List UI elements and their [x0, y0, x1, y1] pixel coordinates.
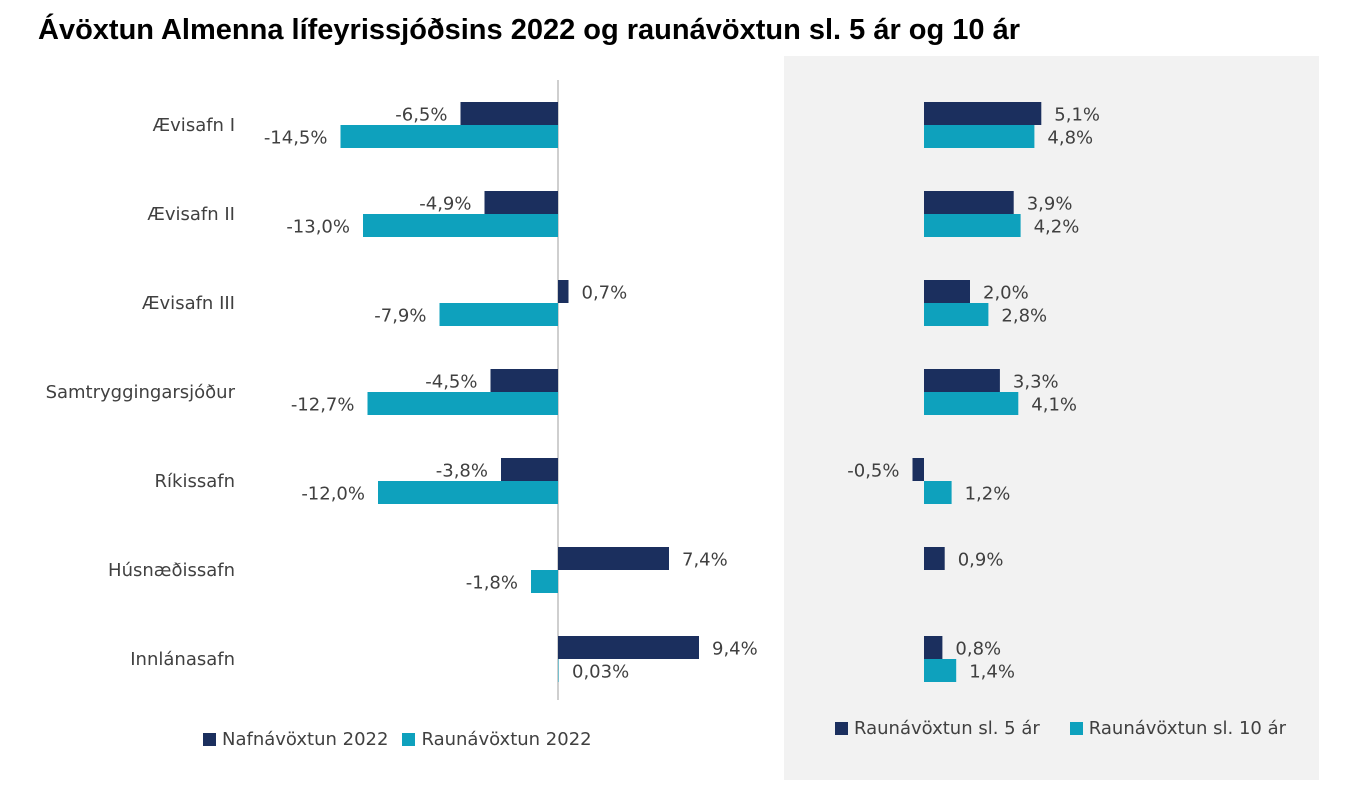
legend-label: Nafnávöxtun 2022 — [222, 729, 389, 750]
bar-real-2022-visafn-iii — [439, 303, 558, 326]
bar-nominal-2022-visafn-iii — [558, 280, 569, 303]
legend-item-raun-v-xtun-sl-10-r: Raunávöxtun sl. 10 ár — [1069, 718, 1287, 739]
data-label-real-5y-visafn-iii: 2,0% — [983, 283, 1029, 304]
bar-nominal-2022-visafn-ii — [484, 191, 558, 214]
bar-real-2022-h-sn-issafn — [531, 570, 558, 593]
data-label-real-5y-innl-nasafn: 0,8% — [955, 639, 1001, 660]
legend-item-raun-v-xtun-2022: Raunávöxtun 2022 — [402, 729, 592, 750]
data-label-real-5y-visafn-i: 5,1% — [1054, 105, 1100, 126]
legend-label: Raunávöxtun sl. 10 ár — [1088, 718, 1287, 739]
data-label-real-10y-samtryggingarsj-ur: 4,1% — [1031, 395, 1077, 416]
data-label-real-10y-r-kissafn: 1,2% — [965, 484, 1011, 505]
right-panel-background — [784, 56, 1319, 780]
bar-nominal-2022-r-kissafn — [501, 458, 558, 481]
bar-nominal-2022-innl-nasafn — [558, 636, 699, 659]
bar-real-2022-innl-nasafn — [558, 659, 559, 682]
legend-item-nafn-v-xtun-2022: Nafnávöxtun 2022 — [203, 729, 388, 750]
bar-real-2022-r-kissafn — [378, 481, 558, 504]
category-label-samtryggingarsj-ur: Samtryggingarsjóður — [46, 382, 236, 403]
data-label-real-5y-r-kissafn: -0,5% — [847, 461, 899, 482]
data-label-real-5y-samtryggingarsj-ur: 3,3% — [1013, 372, 1059, 393]
category-label-innl-nasafn: Innlánasafn — [130, 649, 235, 670]
bar-real-10y-innl-nasafn — [924, 659, 957, 682]
legend-swatch — [835, 722, 848, 735]
bar-nominal-2022-samtryggingarsj-ur — [490, 369, 558, 392]
data-label-real-2022-innl-nasafn: 0,03% — [572, 662, 629, 683]
data-label-real-2022-h-sn-issafn: -1,8% — [466, 573, 518, 594]
data-label-nominal-2022-visafn-iii: 0,7% — [582, 283, 628, 304]
data-label-nominal-2022-r-kissafn: -3,8% — [436, 461, 488, 482]
legend-label: Raunávöxtun sl. 5 ár — [854, 718, 1040, 739]
bar-real-5y-visafn-i — [924, 102, 1042, 125]
category-label-visafn-ii: Ævisafn II — [147, 204, 235, 225]
data-label-real-10y-visafn-iii: 2,8% — [1001, 306, 1047, 327]
bar-real-10y-visafn-iii — [924, 303, 989, 326]
legend-right: Raunávöxtun sl. 5 ár Raunávöxtun sl. 10 á… — [835, 718, 1300, 740]
bar-real-5y-r-kissafn — [912, 458, 924, 481]
data-label-nominal-2022-innl-nasafn: 9,4% — [712, 639, 758, 660]
bar-real-5y-h-sn-issafn — [924, 547, 945, 570]
data-label-real-5y-h-sn-issafn: 0,9% — [958, 550, 1004, 571]
bar-real-10y-visafn-ii — [924, 214, 1021, 237]
data-label-real-10y-innl-nasafn: 1,4% — [969, 662, 1015, 683]
bar-real-5y-visafn-iii — [924, 280, 970, 303]
bar-real-5y-visafn-ii — [924, 191, 1014, 214]
legend-swatch — [203, 733, 216, 746]
legend-left: Nafnávöxtun 2022 Raunávöxtun 2022 — [203, 729, 606, 751]
data-label-real-2022-visafn-i: -14,5% — [264, 128, 328, 149]
bar-real-10y-r-kissafn — [924, 481, 952, 504]
category-label-visafn-i: Ævisafn I — [153, 115, 235, 136]
data-label-nominal-2022-visafn-i: -6,5% — [395, 105, 447, 126]
data-label-nominal-2022-visafn-ii: -4,9% — [419, 194, 471, 215]
data-label-nominal-2022-samtryggingarsj-ur: -4,5% — [425, 372, 477, 393]
legend-swatch — [402, 733, 416, 746]
category-label-r-kissafn: Ríkissafn — [155, 471, 235, 492]
data-label-real-2022-samtryggingarsj-ur: -12,7% — [291, 395, 355, 416]
chart-title: Ávöxtun Almenna lífeyrissjóðsins 2022 og… — [38, 14, 1021, 46]
bar-real-5y-samtryggingarsj-ur — [924, 369, 1000, 392]
data-label-real-2022-visafn-iii: -7,9% — [374, 306, 426, 327]
data-label-real-2022-r-kissafn: -12,0% — [301, 484, 365, 505]
legend-item-raun-v-xtun-sl-5-r: Raunávöxtun sl. 5 ár — [835, 718, 1040, 739]
bar-nominal-2022-h-sn-issafn — [558, 547, 669, 570]
bar-nominal-2022-visafn-i — [460, 102, 558, 125]
bar-real-2022-samtryggingarsj-ur — [367, 392, 558, 415]
data-label-real-5y-visafn-ii: 3,9% — [1027, 194, 1073, 215]
data-label-real-10y-visafn-ii: 4,2% — [1034, 217, 1080, 238]
data-label-real-2022-visafn-ii: -13,0% — [286, 217, 350, 238]
category-label-visafn-iii: Ævisafn III — [142, 293, 235, 314]
bar-real-10y-visafn-i — [924, 125, 1035, 148]
bar-real-5y-innl-nasafn — [924, 636, 943, 659]
bar-real-2022-visafn-ii — [363, 214, 558, 237]
category-label-h-sn-issafn: Húsnæðissafn — [108, 560, 235, 581]
data-label-nominal-2022-h-sn-issafn: 7,4% — [682, 550, 728, 571]
legend-swatch — [1069, 722, 1083, 735]
data-label-real-10y-visafn-i: 4,8% — [1047, 128, 1093, 149]
bar-real-10y-samtryggingarsj-ur — [924, 392, 1019, 415]
bar-real-2022-visafn-i — [340, 125, 558, 148]
legend-label: Raunávöxtun 2022 — [421, 729, 592, 750]
